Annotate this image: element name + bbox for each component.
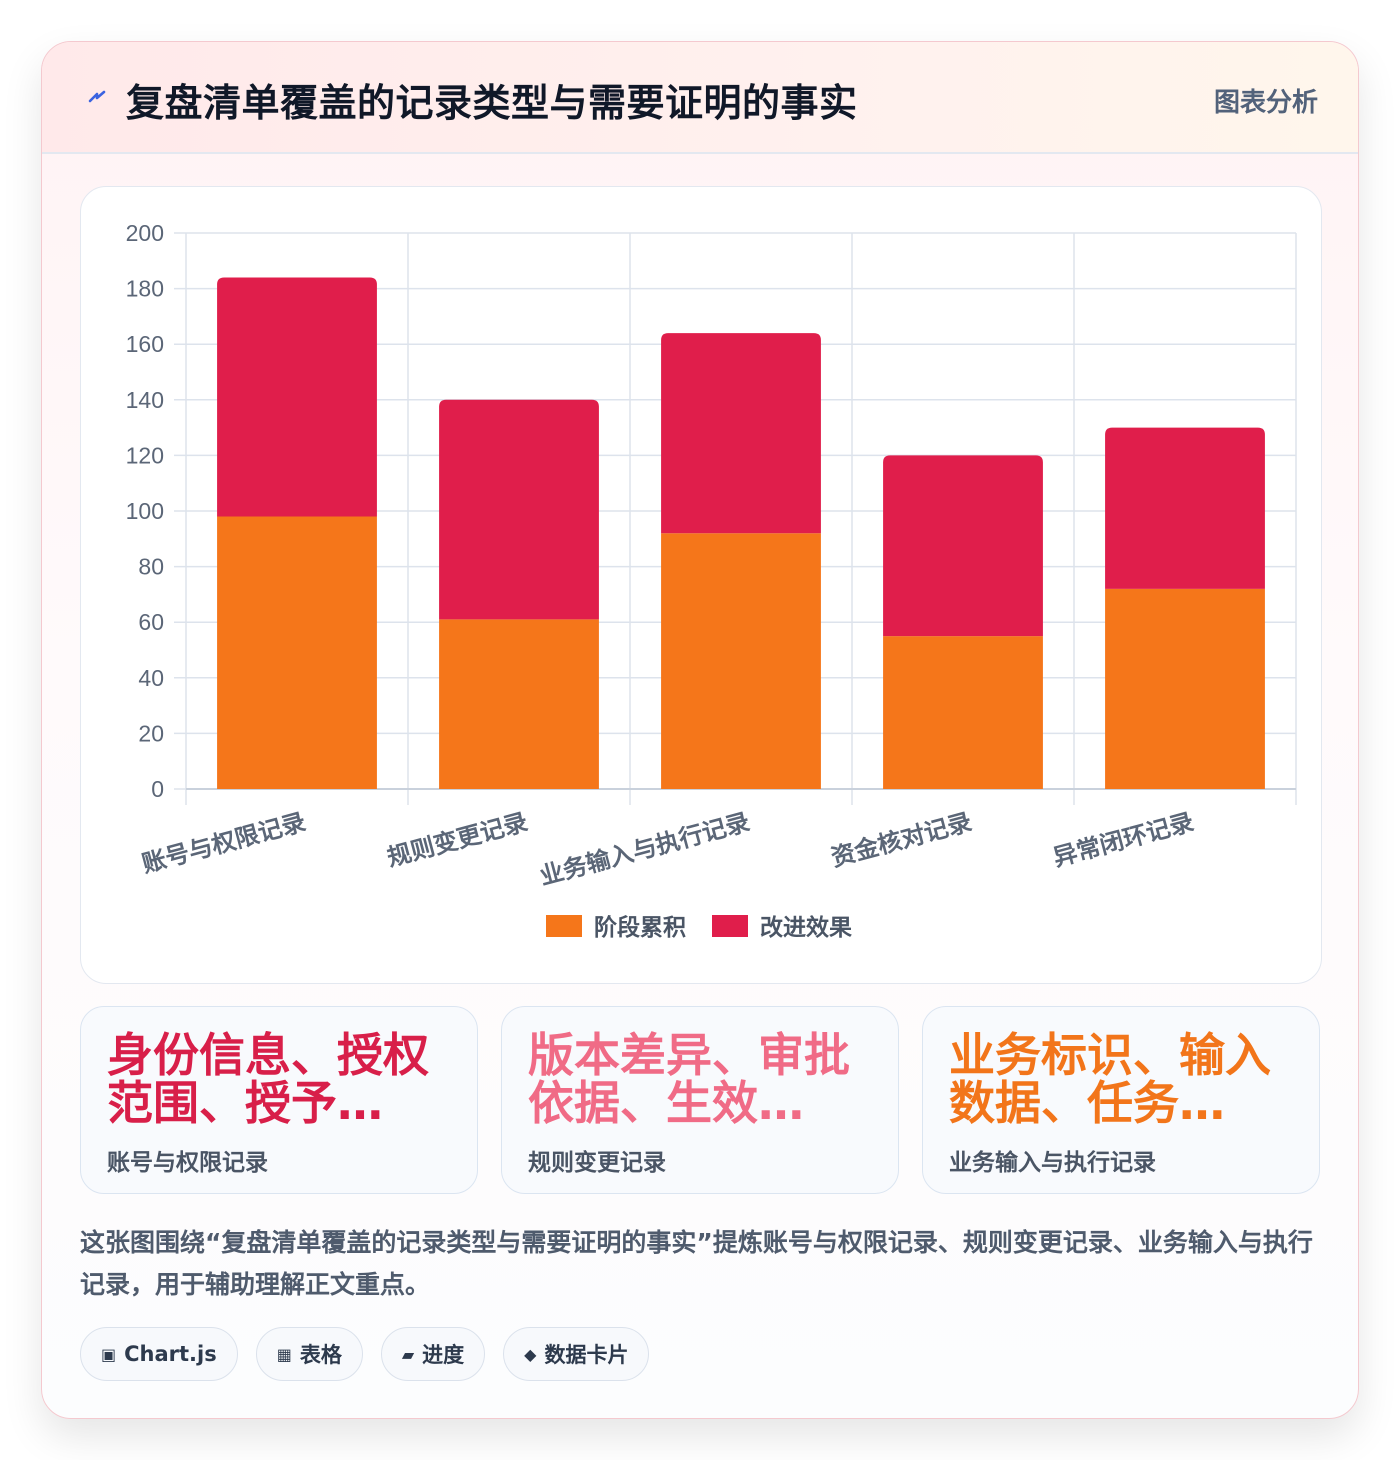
tag-label: 进度 (422, 1343, 465, 1367)
tag-chartjs[interactable]: ▣ Chart.js (80, 1327, 238, 1381)
y-tick-label: 120 (126, 442, 164, 468)
stat-label: 业务输入与执行记录 (949, 1150, 1156, 1176)
legend-label: 阶段累积 (594, 914, 686, 941)
chart-card: 复盘清单覆盖的记录类型与需要证明的事实 图表分析 0 20 40 60 80 100 120… (41, 41, 1359, 1419)
table-icon: ▦ (276, 1344, 292, 1364)
x-tick-label: 账号与权限记录 (139, 808, 309, 879)
bar-stage-accumulation (1105, 588, 1265, 789)
y-tick-label: 200 (126, 220, 164, 246)
stat-value: 业务标识、输入数据、任务… (949, 1031, 1271, 1127)
stat-label: 规则变更记录 (528, 1150, 666, 1176)
bar-improvement-effect (439, 399, 599, 620)
x-tick-label: 异常闭环记录 (1050, 808, 1196, 872)
bolt-icon (88, 90, 106, 103)
legend-swatch (546, 915, 582, 937)
y-tick-label: 60 (138, 609, 164, 635)
tag-label: 数据卡片 (544, 1343, 629, 1367)
bar-improvement-effect (217, 277, 377, 517)
chart-icon: ▣ (101, 1344, 117, 1364)
stat-card-1: 身份信息、授权范围、授予… 账号与权限记录 (80, 1006, 478, 1194)
bar-improvement-effect (883, 455, 1043, 637)
y-tick-label: 100 (126, 498, 164, 524)
bar-stage-accumulation (217, 516, 377, 789)
chart-description: 这张图围绕“复盘清单覆盖的记录类型与需要证明的事实”提炼账号与权限记录、规则变更… (80, 1228, 1313, 1299)
tag-progress[interactable]: ▰ 进度 (380, 1327, 486, 1381)
tag-data-card[interactable]: ◆ 数据卡片 (503, 1327, 650, 1381)
bar-improvement-effect (661, 333, 821, 534)
page-title: 复盘清单覆盖的记录类型与需要证明的事实 (126, 81, 858, 125)
stat-label: 账号与权限记录 (107, 1150, 268, 1176)
y-tick-label: 180 (126, 276, 164, 302)
tag-table[interactable]: ▦ 表格 (255, 1327, 363, 1381)
stat-card-2: 版本差异、审批依据、生效… 规则变更记录 (501, 1006, 899, 1194)
bar-stage-accumulation (661, 533, 821, 789)
card-header: 复盘清单覆盖的记录类型与需要证明的事实 图表分析 (42, 42, 1358, 154)
y-tick-label: 40 (138, 665, 164, 691)
progress-icon: ▰ (401, 1344, 415, 1364)
legend-label: 改进效果 (760, 914, 852, 941)
stacked-bar-chart: 0 20 40 60 80 100 120 140 160 180 200 账号与权限记录 规则变更记录… (126, 220, 1297, 941)
y-tick-label: 80 (138, 554, 164, 580)
stat-value: 身份信息、授权范围、授予… (107, 1031, 429, 1127)
tag-list: ▣ Chart.js ▦ 表格 ▰ 进度 ◆ 数据卡片 (80, 1327, 650, 1381)
bar-stage-accumulation (439, 619, 599, 789)
y-tick-label: 140 (126, 387, 164, 413)
x-tick-label: 业务输入与执行记录 (537, 808, 753, 891)
tag-label: Chart.js (124, 1342, 217, 1366)
chart-panel: 0 20 40 60 80 100 120 140 160 180 200 账号与权限记录 规则变更记录… (80, 186, 1322, 984)
tag-label: 表格 (299, 1343, 342, 1367)
data-card-icon: ◆ (524, 1344, 537, 1364)
bar-stage-accumulation (883, 636, 1043, 789)
stat-card-3: 业务标识、输入数据、任务… 业务输入与执行记录 (922, 1006, 1320, 1194)
legend-swatch (712, 915, 748, 937)
x-tick-label: 规则变更记录 (384, 808, 530, 872)
y-tick-label: 20 (138, 720, 164, 746)
x-tick-label: 资金核对记录 (828, 808, 974, 872)
stat-value: 版本差异、审批依据、生效… (528, 1031, 850, 1127)
chart-analysis-badge: 图表分析 (1213, 88, 1318, 118)
y-tick-label: 0 (151, 776, 164, 802)
bar-improvement-effect (1105, 427, 1265, 589)
y-tick-label: 160 (126, 331, 164, 357)
